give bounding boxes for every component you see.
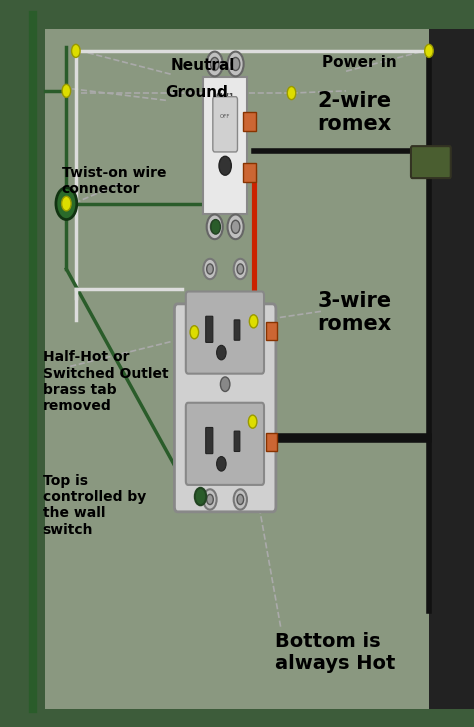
FancyBboxPatch shape — [186, 403, 264, 485]
Circle shape — [56, 188, 77, 220]
Circle shape — [228, 52, 244, 76]
Circle shape — [287, 87, 296, 100]
Text: Top is
controlled by
the wall
switch: Top is controlled by the wall switch — [43, 474, 146, 537]
FancyBboxPatch shape — [266, 322, 277, 340]
Circle shape — [207, 264, 213, 274]
FancyBboxPatch shape — [206, 316, 213, 342]
FancyBboxPatch shape — [186, 292, 264, 374]
FancyBboxPatch shape — [206, 427, 213, 454]
FancyBboxPatch shape — [266, 433, 277, 451]
Circle shape — [231, 220, 240, 233]
Text: Twist-on wire
connector: Twist-on wire connector — [62, 166, 166, 196]
Circle shape — [237, 494, 244, 505]
Circle shape — [210, 220, 219, 233]
Circle shape — [190, 326, 199, 339]
Bar — [0, 709, 474, 727]
FancyBboxPatch shape — [411, 146, 451, 178]
Text: 3-wire
romex: 3-wire romex — [318, 291, 392, 334]
Circle shape — [217, 345, 226, 360]
FancyBboxPatch shape — [234, 431, 240, 451]
Circle shape — [211, 220, 220, 234]
FancyBboxPatch shape — [243, 112, 256, 131]
Text: Bottom is
always Hot: Bottom is always Hot — [275, 632, 395, 673]
Text: Half-Hot or
Switched Outlet
brass tab
removed: Half-Hot or Switched Outlet brass tab re… — [43, 350, 168, 413]
Circle shape — [72, 44, 80, 57]
Text: Neutral: Neutral — [171, 57, 235, 73]
Text: OFF: OFF — [220, 114, 230, 119]
FancyBboxPatch shape — [243, 163, 256, 182]
Circle shape — [207, 494, 213, 505]
Circle shape — [195, 488, 206, 505]
Bar — [45, 33, 431, 709]
Circle shape — [62, 196, 71, 211]
FancyBboxPatch shape — [213, 97, 237, 152]
Circle shape — [62, 84, 71, 97]
Circle shape — [248, 415, 257, 428]
Text: 2-wire
romex: 2-wire romex — [318, 91, 392, 134]
Circle shape — [237, 264, 244, 274]
Bar — [0, 0, 45, 727]
Circle shape — [425, 44, 433, 57]
FancyBboxPatch shape — [234, 320, 240, 340]
Circle shape — [207, 52, 223, 76]
FancyBboxPatch shape — [203, 77, 247, 214]
Circle shape — [203, 489, 217, 510]
Circle shape — [220, 377, 230, 391]
Circle shape — [228, 214, 244, 239]
Circle shape — [219, 156, 231, 175]
Bar — [0, 0, 474, 29]
Circle shape — [217, 457, 226, 471]
Circle shape — [207, 214, 223, 239]
Circle shape — [234, 489, 247, 510]
Circle shape — [234, 259, 247, 279]
Circle shape — [210, 57, 219, 71]
Circle shape — [231, 57, 240, 71]
Circle shape — [203, 259, 217, 279]
Text: SW1: SW1 — [216, 93, 235, 102]
Bar — [429, 0, 474, 727]
Circle shape — [249, 315, 258, 328]
Text: Ground: Ground — [165, 85, 228, 100]
Text: Power in: Power in — [322, 55, 397, 70]
FancyBboxPatch shape — [174, 304, 276, 512]
